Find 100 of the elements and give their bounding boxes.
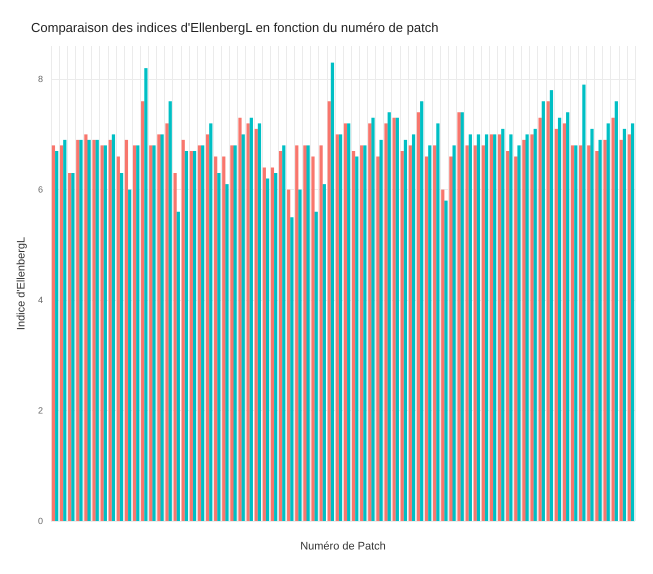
bar <box>176 212 180 521</box>
bar <box>198 145 202 521</box>
bar <box>201 145 204 521</box>
bar <box>352 150 356 521</box>
bar <box>449 156 452 521</box>
bar <box>160 134 164 521</box>
bar <box>116 156 120 521</box>
bar <box>282 145 286 521</box>
bar <box>328 101 331 521</box>
x-axis-title: Numéro de Patch <box>300 540 386 552</box>
bar <box>258 123 262 521</box>
bar <box>355 156 358 521</box>
bar <box>468 134 472 521</box>
bar <box>522 140 526 521</box>
bar <box>526 134 529 521</box>
bar <box>517 145 521 521</box>
bar <box>52 145 56 521</box>
bar <box>225 184 229 521</box>
bar <box>190 150 193 521</box>
bar <box>303 145 306 521</box>
bar <box>149 145 152 521</box>
bar <box>416 112 420 521</box>
bar <box>412 134 416 521</box>
bar <box>371 118 375 521</box>
bar <box>498 134 502 521</box>
bar <box>396 118 399 521</box>
bar <box>630 123 634 521</box>
bar <box>330 62 334 521</box>
bar <box>554 128 558 521</box>
bar <box>384 123 388 521</box>
bar <box>582 84 586 521</box>
bar <box>436 123 440 521</box>
bar <box>566 112 570 521</box>
bar <box>76 140 80 521</box>
bar <box>562 123 566 521</box>
bar <box>192 150 196 521</box>
bar <box>534 128 537 521</box>
bar <box>376 156 380 521</box>
bar <box>168 101 172 521</box>
bar <box>392 118 396 521</box>
bar <box>457 112 461 521</box>
bar <box>287 190 290 521</box>
bar <box>242 134 245 521</box>
bar <box>278 150 282 521</box>
bar <box>444 200 448 521</box>
bar <box>587 145 590 521</box>
chart-title: Comparaison des indices d'EllenbergL en fonction du numéro de patch <box>31 20 438 35</box>
bar <box>63 140 66 521</box>
bar <box>590 128 594 521</box>
bar <box>408 145 412 521</box>
bar <box>238 118 242 521</box>
bar <box>132 145 136 521</box>
bar <box>474 145 477 521</box>
bar <box>558 118 562 521</box>
bar <box>614 101 618 521</box>
bar <box>68 173 72 521</box>
bar <box>314 212 318 521</box>
y-tick-label: 2 <box>38 406 43 416</box>
bar <box>206 134 210 521</box>
bar <box>124 140 128 521</box>
bar <box>433 145 436 521</box>
bar <box>209 123 212 521</box>
bar <box>484 134 488 521</box>
bar <box>460 112 464 521</box>
bar <box>388 112 391 521</box>
bar <box>595 150 598 521</box>
bar <box>120 173 124 521</box>
bar <box>250 118 253 521</box>
bar <box>319 145 323 521</box>
bar <box>79 140 83 521</box>
bar <box>157 134 160 521</box>
bar <box>530 134 534 521</box>
bar <box>622 128 626 521</box>
bar <box>306 145 310 521</box>
y-tick-label: 8 <box>38 74 43 84</box>
bar <box>96 140 99 521</box>
bar <box>88 140 91 521</box>
bar <box>222 156 226 521</box>
bar <box>598 140 602 521</box>
bar <box>404 140 408 521</box>
bar <box>570 145 574 521</box>
bar <box>628 134 631 521</box>
bar <box>368 123 372 521</box>
bar <box>298 190 302 521</box>
bar <box>611 118 615 521</box>
y-tick-label: 4 <box>38 295 43 306</box>
bar <box>230 145 234 521</box>
bar <box>270 168 274 521</box>
bar <box>428 145 432 521</box>
bar <box>380 140 383 521</box>
bar <box>71 173 75 521</box>
bar <box>574 145 578 521</box>
bar <box>290 217 294 521</box>
bar <box>509 134 513 521</box>
bar <box>336 134 339 521</box>
bar <box>100 145 104 521</box>
bar <box>490 134 494 521</box>
bar <box>400 150 404 521</box>
bar <box>482 145 485 521</box>
bar <box>538 118 542 521</box>
